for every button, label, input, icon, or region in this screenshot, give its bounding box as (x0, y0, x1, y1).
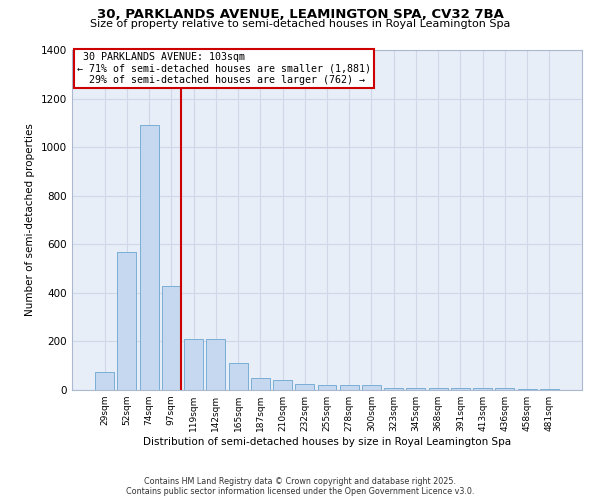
Bar (140, 126, 158, 390)
Bar (317, 385, 337, 390)
Text: 30, PARKLANDS AVENUE, LEAMINGTON SPA, CV32 7BA: 30, PARKLANDS AVENUE, LEAMINGTON SPA, CV… (97, 8, 503, 20)
Bar (340, 385, 359, 390)
Bar (429, 388, 448, 390)
Bar (518, 389, 536, 390)
Bar (384, 388, 403, 390)
Bar (251, 378, 270, 390)
Text: Size of property relative to semi-detached houses in Royal Leamington Spa: Size of property relative to semi-detach… (90, 19, 510, 29)
Bar (206, 339, 225, 390)
Bar (406, 388, 425, 390)
Bar (362, 385, 381, 390)
Bar (451, 388, 470, 390)
Bar (473, 388, 492, 390)
Bar (496, 388, 514, 390)
Bar (540, 389, 559, 390)
X-axis label: Distribution of semi-detached houses by size in Royal Leamington Spa: Distribution of semi-detached houses by … (143, 437, 511, 447)
Y-axis label: Number of semi-detached properties: Number of semi-detached properties (25, 124, 35, 316)
Bar (184, 339, 203, 390)
Text: 30 PARKLANDS AVENUE: 103sqm
← 71% of semi-detached houses are smaller (1,881)
  : 30 PARKLANDS AVENUE: 103sqm ← 71% of sem… (77, 52, 371, 85)
Text: Contains HM Land Registry data © Crown copyright and database right 2025.
Contai: Contains HM Land Registry data © Crown c… (126, 476, 474, 496)
Bar (273, 380, 292, 390)
Bar (295, 384, 314, 390)
Bar (118, 252, 136, 390)
Bar (229, 364, 248, 390)
Bar (162, 286, 181, 390)
Bar (95, 372, 114, 390)
